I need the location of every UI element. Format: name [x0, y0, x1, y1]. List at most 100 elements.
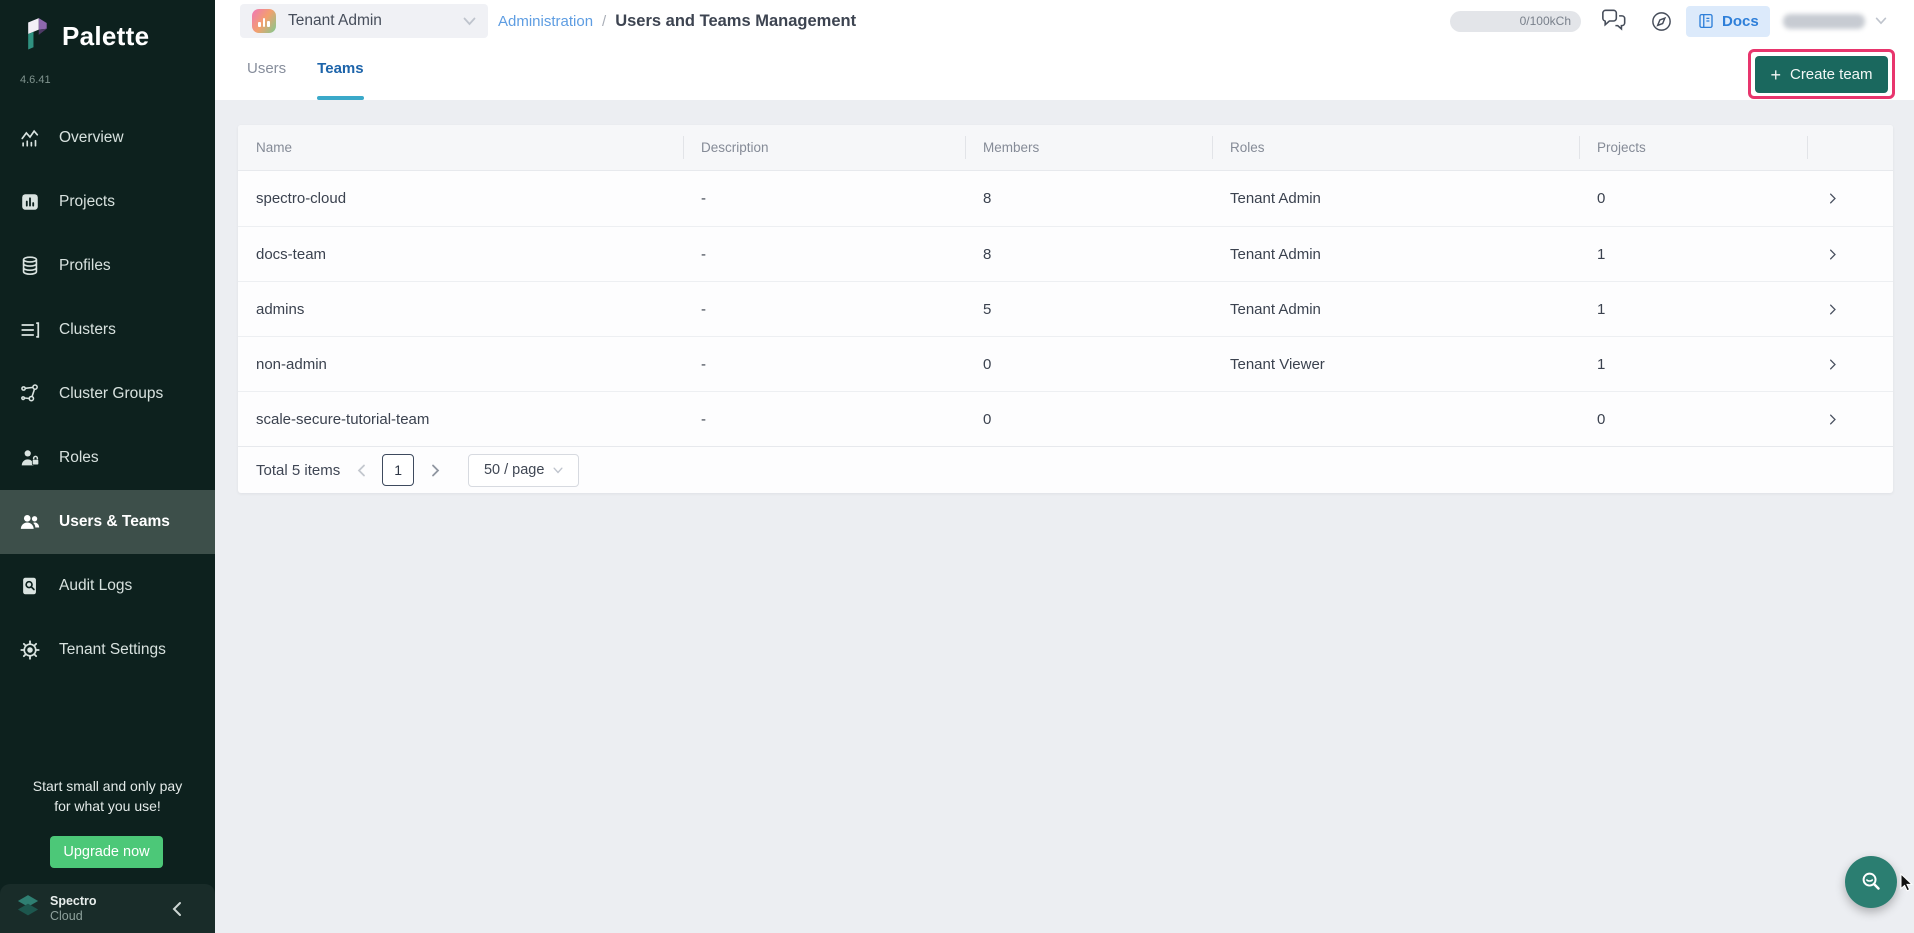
book-icon	[1697, 12, 1715, 30]
team-description: -	[701, 410, 706, 428]
chevron-down-icon	[1875, 17, 1887, 25]
sidebar-item-users-teams[interactable]: Users & Teams	[0, 490, 215, 554]
usage-meter-value: 0/100kCh	[1519, 14, 1571, 28]
team-members: 0	[983, 355, 992, 373]
table-row[interactable]: scale-secure-tutorial-team - 0 0	[238, 391, 1893, 446]
clusters-icon	[18, 318, 42, 342]
promo-line-2: for what you use!	[54, 798, 161, 815]
column-roles: Roles	[1212, 125, 1579, 170]
audit-logs-icon	[18, 574, 42, 598]
team-members: 0	[983, 410, 992, 428]
user-name-redacted	[1782, 13, 1865, 29]
tab-users[interactable]: Users	[247, 60, 287, 77]
projects-icon	[18, 190, 42, 214]
tenant-scope-selector[interactable]: Tenant Admin	[240, 4, 488, 38]
tab-bar: Users Teams	[247, 50, 365, 100]
column-description: Description	[683, 125, 965, 170]
page-size-value: 50 / page	[483, 462, 545, 478]
chevron-right-icon[interactable]	[1807, 247, 1893, 262]
team-projects: 1	[1597, 300, 1606, 318]
support-widget-button[interactable]	[1845, 856, 1897, 908]
palette-logo-icon	[22, 16, 52, 57]
column-name: Name	[256, 140, 293, 155]
table-row[interactable]: admins - 5 Tenant Admin 1	[238, 281, 1893, 336]
previous-page-button[interactable]	[352, 464, 370, 477]
team-name: non-admin	[256, 355, 327, 373]
user-menu[interactable]	[1782, 13, 1887, 29]
spectro-cloud-logo-icon	[14, 892, 42, 925]
chevron-right-icon[interactable]	[1807, 357, 1893, 372]
create-team-label: Create team	[1789, 66, 1873, 83]
chevron-right-icon[interactable]	[1807, 191, 1893, 206]
sidebar-item-roles[interactable]: Roles	[0, 426, 215, 490]
team-roles: Tenant Admin	[1230, 300, 1321, 318]
sidebar: Palette 4.6.41 Overview Projects Profile…	[0, 0, 215, 933]
team-description: -	[701, 300, 706, 318]
table-row[interactable]: docs-team - 8 Tenant Admin 1	[238, 226, 1893, 281]
team-description: -	[701, 245, 706, 263]
page-number-button[interactable]: 1	[382, 454, 415, 486]
sidebar-item-overview[interactable]: Overview	[0, 106, 215, 170]
upgrade-now-button[interactable]: Upgrade now	[50, 836, 163, 868]
team-name: docs-team	[256, 245, 327, 263]
sidebar-item-tenant-settings[interactable]: Tenant Settings	[0, 618, 215, 682]
magnifier-smile-icon	[1858, 869, 1885, 896]
promo-line-1: Start small and only pay	[32, 778, 183, 794]
tab-teams[interactable]: Teams	[317, 50, 365, 100]
column-projects: Projects	[1579, 125, 1807, 170]
header-actions: 0/100kCh	[1450, 0, 1887, 42]
breadcrumb-administration-link[interactable]: Administration	[498, 12, 594, 30]
compass-icon[interactable]	[1650, 10, 1673, 33]
upgrade-promo: Start small and only pay for what you us…	[0, 776, 215, 817]
team-members: 5	[983, 300, 992, 318]
team-members: 8	[983, 245, 992, 263]
version-label: 4.6.41	[20, 74, 51, 86]
chat-icon[interactable]	[1599, 8, 1629, 34]
plus-icon: +	[1770, 64, 1781, 85]
chevron-down-icon	[463, 17, 476, 26]
table-header: Name Description Members Roles Projects	[238, 125, 1893, 171]
docs-button-label: Docs	[1722, 12, 1759, 30]
next-page-button[interactable]	[426, 464, 444, 477]
table-footer: Total 5 items 1 50 / page	[238, 446, 1893, 493]
sidebar-item-audit-logs[interactable]: Audit Logs	[0, 554, 215, 618]
create-team-button[interactable]: + Create team	[1755, 56, 1888, 93]
main-content: Name Description Members Roles Projects …	[215, 100, 1914, 933]
tenant-scope-icon	[252, 9, 276, 33]
column-actions	[1807, 125, 1893, 170]
top-bar: Tenant Admin Administration / Users and …	[215, 0, 1914, 100]
team-name: scale-secure-tutorial-team	[256, 410, 430, 428]
table-body: spectro-cloud - 8 Tenant Admin 0 docs-te…	[238, 171, 1893, 446]
sidebar-nav: Overview Projects Profiles Clusters Clus…	[0, 106, 215, 682]
brand-name: Palette	[62, 21, 150, 51]
chevron-right-icon[interactable]	[1807, 412, 1893, 427]
users-teams-icon	[18, 510, 42, 534]
team-roles: Tenant Viewer	[1230, 355, 1325, 373]
sidebar-item-projects[interactable]: Projects	[0, 170, 215, 234]
sidebar-item-cluster-groups[interactable]: Cluster Groups	[0, 362, 215, 426]
overview-icon	[18, 126, 42, 150]
sidebar-collapse-button[interactable]	[171, 901, 183, 917]
teams-table: Name Description Members Roles Projects …	[238, 125, 1893, 493]
table-row[interactable]: spectro-cloud - 8 Tenant Admin 0	[238, 171, 1893, 226]
sidebar-footer: Spectro Cloud	[0, 884, 215, 933]
column-members: Members	[965, 125, 1212, 170]
total-items-label: Total 5 items	[256, 461, 341, 479]
table-row[interactable]: non-admin - 0 Tenant Viewer 1	[238, 336, 1893, 391]
tenant-scope-label: Tenant Admin	[288, 12, 382, 29]
team-projects: 0	[1597, 410, 1606, 428]
page-size-select[interactable]: 50 / page	[468, 453, 580, 487]
chevron-down-icon	[553, 467, 563, 473]
breadcrumb: Administration / Users and Teams Managem…	[498, 0, 856, 42]
sidebar-item-profiles[interactable]: Profiles	[0, 234, 215, 298]
chevron-right-icon[interactable]	[1807, 302, 1893, 317]
team-members: 8	[983, 190, 992, 207]
palette-logo: Palette	[22, 16, 149, 57]
team-projects: 1	[1597, 355, 1606, 373]
docs-button[interactable]: Docs	[1686, 5, 1770, 37]
page-title: Users and Teams Management	[615, 11, 857, 30]
team-description: -	[701, 190, 706, 207]
sidebar-item-clusters[interactable]: Clusters	[0, 298, 215, 362]
team-projects: 1	[1597, 245, 1606, 263]
